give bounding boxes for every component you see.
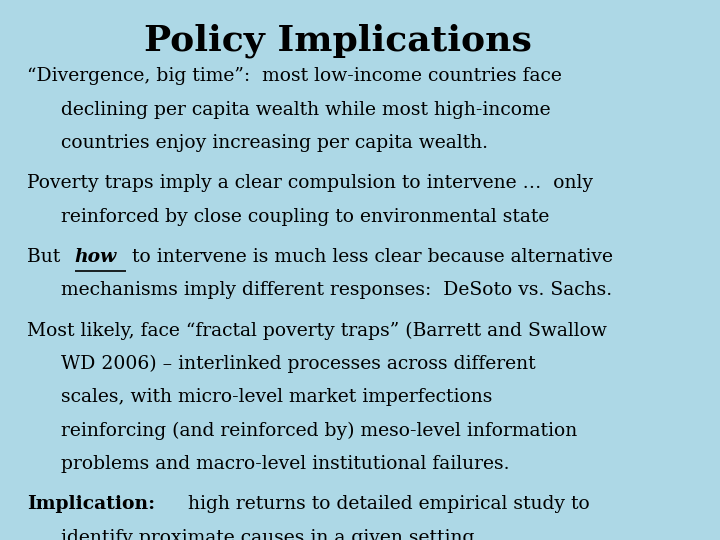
Text: how: how — [75, 248, 117, 266]
Text: high returns to detailed empirical study to: high returns to detailed empirical study… — [182, 495, 590, 513]
Text: Most likely, face “fractal poverty traps” (Barrett and Swallow: Most likely, face “fractal poverty traps… — [27, 321, 607, 340]
Text: reinforcing (and reinforced by) meso-level information: reinforcing (and reinforced by) meso-lev… — [60, 422, 577, 440]
Text: But: But — [27, 248, 66, 266]
Text: Poverty traps imply a clear compulsion to intervene …  only: Poverty traps imply a clear compulsion t… — [27, 174, 593, 192]
Text: Implication:: Implication: — [27, 495, 155, 513]
Text: Policy Implications: Policy Implications — [144, 23, 532, 58]
Text: “Divergence, big time”:  most low-income countries face: “Divergence, big time”: most low-income … — [27, 68, 562, 85]
Text: WD 2006) – interlinked processes across different: WD 2006) – interlinked processes across … — [60, 355, 536, 373]
Text: scales, with micro-level market imperfections: scales, with micro-level market imperfec… — [60, 388, 492, 406]
Text: problems and macro-level institutional failures.: problems and macro-level institutional f… — [60, 455, 509, 473]
Text: declining per capita wealth while most high-income: declining per capita wealth while most h… — [60, 101, 551, 119]
Text: countries enjoy increasing per capita wealth.: countries enjoy increasing per capita we… — [60, 134, 488, 152]
Text: reinforced by close coupling to environmental state: reinforced by close coupling to environm… — [60, 208, 549, 226]
Text: to intervene is much less clear because alternative: to intervene is much less clear because … — [126, 248, 613, 266]
Text: mechanisms imply different responses:  DeSoto vs. Sachs.: mechanisms imply different responses: De… — [60, 281, 612, 299]
Text: identify proximate causes in a given setting.: identify proximate causes in a given set… — [60, 529, 480, 540]
